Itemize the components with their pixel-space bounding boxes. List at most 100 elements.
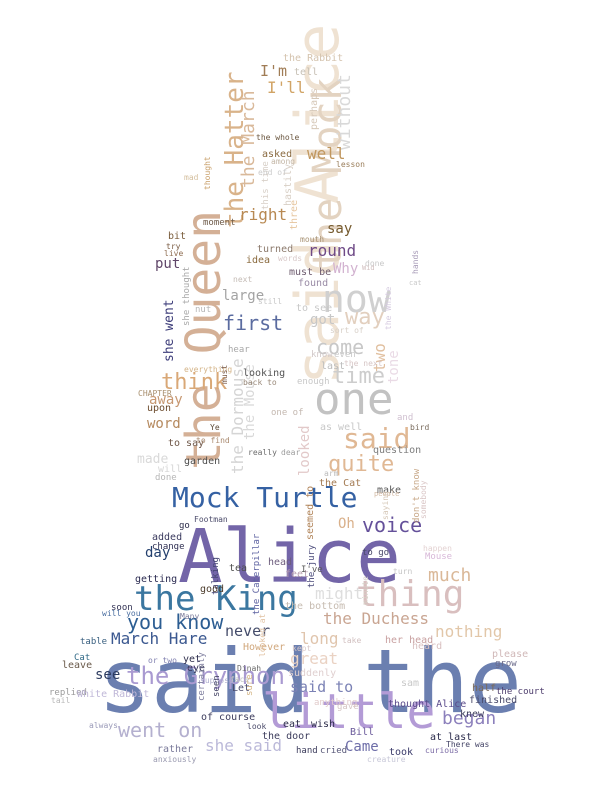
word-still: still <box>258 297 283 306</box>
word-the-duchess: the Duchess <box>323 609 429 628</box>
word-back-to: back to <box>243 378 277 387</box>
word-her-head: her head <box>385 635 434 646</box>
word-wish: wish <box>311 719 336 730</box>
word-thing: thing <box>356 574 465 615</box>
word-little: little <box>262 684 436 740</box>
word-gave: gave <box>337 702 359 712</box>
word-feet: feet <box>285 569 310 580</box>
word-bill: Bill <box>350 727 375 738</box>
word-said: said <box>343 422 411 455</box>
word-always: always <box>89 721 118 730</box>
word-put: put <box>155 256 181 272</box>
word-tea: tea <box>229 563 248 574</box>
word-three: three <box>289 199 300 230</box>
word-try: try <box>166 242 181 251</box>
word-bird: bird <box>410 423 430 432</box>
word-tone: tone <box>386 350 402 384</box>
word-way: way <box>345 305 385 330</box>
word-to-go: to go <box>362 548 390 558</box>
word-live: live <box>164 249 184 258</box>
word-creature: creature <box>367 755 406 764</box>
word-and: and <box>397 413 414 423</box>
word-idea: idea <box>246 255 271 266</box>
word-nothing: nothing <box>435 622 503 641</box>
word-voice: voice <box>362 513 423 537</box>
word-i-m: I'm <box>260 62 288 80</box>
word-curious: curious <box>425 746 459 755</box>
word-table: table <box>80 637 108 647</box>
word-seemed-to: seemed to <box>305 485 316 540</box>
word-thought: thought <box>203 156 212 190</box>
word-everything: everything <box>184 365 233 374</box>
word-minute: minute <box>361 576 370 605</box>
word-anything: anything <box>314 698 358 708</box>
word-i-ve: I've <box>301 565 323 575</box>
word-word: word <box>147 416 181 432</box>
word-among: among <box>271 157 296 166</box>
word-tail: tail <box>51 696 71 705</box>
word-she-said: she said <box>205 736 283 755</box>
word-face: face <box>230 675 250 684</box>
word-chapter: CHAPTER <box>138 389 172 398</box>
word-away: away <box>149 392 183 408</box>
word-took: took <box>389 747 414 758</box>
word-wid: Wid <box>362 264 375 272</box>
word-of-course: of course <box>201 712 256 723</box>
word-white-rabbit: White Rabbit <box>77 689 150 700</box>
word-look: look <box>247 722 267 731</box>
word-make: make <box>377 485 402 496</box>
word-looking: looking <box>243 368 286 379</box>
word-sort-of: sort of <box>330 326 364 335</box>
word-must: must <box>220 364 229 384</box>
word-upon: upon <box>147 403 172 414</box>
word-might: might <box>315 584 364 603</box>
word-happen: happen <box>423 544 452 553</box>
word-even: even <box>334 350 356 360</box>
word-said-the: said the <box>98 630 522 733</box>
word-soon: soon <box>111 603 133 613</box>
word-come: come <box>316 335 365 359</box>
word-the-court: the court <box>496 687 545 697</box>
word-leave: leave <box>62 660 93 671</box>
word-sure: sure <box>245 674 255 696</box>
word-mad: mad <box>184 173 199 182</box>
word-cried: cried <box>320 746 348 756</box>
word-anxiously: anxiously <box>153 755 197 764</box>
word-done: done <box>155 473 177 483</box>
word-hear: hear <box>228 345 250 355</box>
word-said-to: said to <box>290 678 354 696</box>
word-the-next: the next <box>344 359 383 368</box>
word-enough: enough <box>297 377 330 387</box>
word-good: good <box>200 584 225 595</box>
word-made: made <box>137 452 169 467</box>
word-the-bottom: the bottom <box>285 601 346 612</box>
word-great: great <box>290 649 339 668</box>
word-will-you: will you <box>102 609 141 618</box>
word-as-well: as well <box>320 422 363 433</box>
word-to-see: to see <box>296 303 333 314</box>
word-sam: sam <box>401 678 420 689</box>
word-one-of: one of <box>271 408 304 418</box>
word-to-find: to find <box>196 436 230 445</box>
word-footman: Footman <box>194 515 228 524</box>
word-half: half <box>472 683 497 694</box>
word-much: much <box>428 565 472 586</box>
word-see: see <box>95 667 121 683</box>
word-say: say <box>327 221 353 237</box>
word-cat: Cat <box>74 653 91 663</box>
word-alice: Alice <box>178 514 401 600</box>
word-the-whole: the whole <box>256 133 300 142</box>
word-next: next <box>233 275 253 284</box>
word-first: first <box>223 311 284 335</box>
word-you-know: you know <box>127 610 224 634</box>
word-the-rabbit: the Rabbit <box>283 53 344 64</box>
word-please: please <box>492 649 529 660</box>
word-i-ll: I'll <box>267 78 306 97</box>
word-kept: kept <box>292 644 312 653</box>
word-bit: bit <box>168 231 187 242</box>
word-replied: replied <box>49 688 87 698</box>
word-cat: cat <box>409 279 422 287</box>
word-thought-alice: thought Alice <box>388 699 467 710</box>
word-nut: nut <box>195 305 212 315</box>
word-saying: saying <box>381 491 390 520</box>
